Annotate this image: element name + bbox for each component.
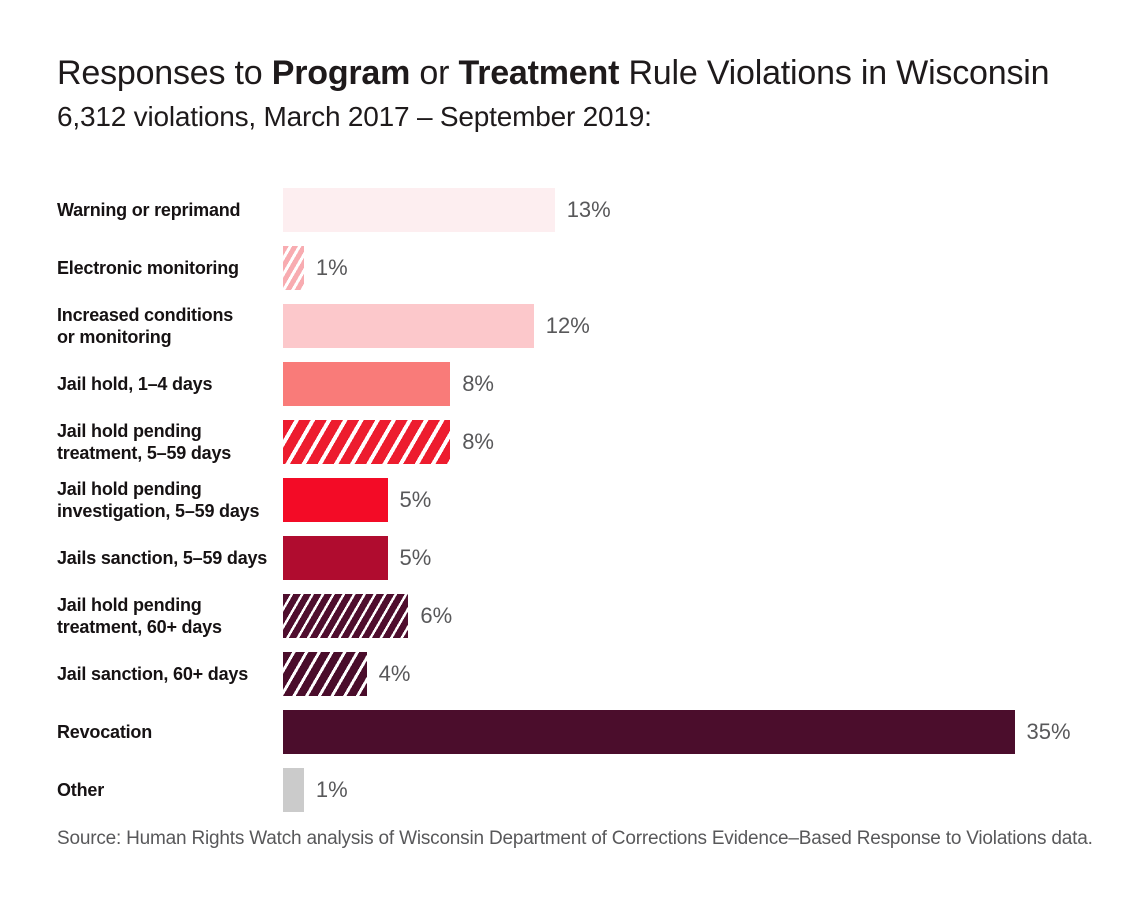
value-label: 8% bbox=[462, 429, 494, 454]
chart-row: Jail hold pending treatment, 60+ days 6% bbox=[57, 594, 1126, 638]
category-label: Jail sanction, 60+ days bbox=[57, 664, 249, 684]
bar bbox=[283, 246, 304, 290]
category-label: Warning or reprimand bbox=[57, 200, 241, 220]
bar bbox=[283, 420, 451, 464]
bar-area: 35% bbox=[283, 710, 1071, 754]
bar bbox=[283, 652, 367, 696]
bar bbox=[283, 710, 1015, 754]
category-label: Jail hold pending investigation, 5–59 da… bbox=[57, 479, 260, 521]
title-bold-program: Program bbox=[271, 54, 411, 92]
category-label: Jails sanction, 5–59 days bbox=[57, 548, 268, 568]
chart-row: Other 1% bbox=[57, 768, 1126, 812]
bar bbox=[283, 188, 555, 232]
title-bold-treatment: Treatment bbox=[458, 54, 620, 92]
chart-row: Jail hold pending treatment, 5–59 days 8% bbox=[57, 420, 1126, 464]
title-text: or bbox=[410, 54, 459, 92]
bar-area: 4% bbox=[283, 652, 410, 696]
value-label: 4% bbox=[378, 661, 411, 686]
bar-area: 1% bbox=[283, 246, 348, 290]
bar-area: 1% bbox=[283, 768, 348, 812]
category-label: Jail hold, 1–4 days bbox=[57, 374, 213, 394]
value-label: 8% bbox=[462, 371, 494, 396]
category-label: Jail hold pending treatment, 60+ days bbox=[57, 595, 222, 637]
bar-chart: Warning or reprimand 13% Electronic monito… bbox=[57, 188, 1126, 812]
value-label: 1% bbox=[315, 777, 348, 802]
chart-row: Jail sanction, 60+ days 4% bbox=[57, 652, 1126, 696]
bar bbox=[283, 594, 409, 638]
category-label: Jail hold pending treatment, 5–59 days bbox=[57, 421, 232, 463]
bar bbox=[283, 304, 534, 348]
page-title: Responses to Program or Treatment Rule V… bbox=[57, 52, 1126, 94]
chart-row: Jails sanction, 5–59 days 5% bbox=[57, 536, 1126, 580]
chart-row: Increased conditions or monitoring 12% bbox=[57, 304, 1126, 348]
category-label: Increased conditions or monitoring bbox=[57, 305, 234, 347]
title-text: Responses to bbox=[57, 54, 272, 92]
title-text: Rule Violations in Wisconsin bbox=[619, 54, 1050, 92]
value-label: 12% bbox=[545, 313, 590, 338]
category-label: Other bbox=[57, 780, 105, 800]
category-label: Revocation bbox=[57, 722, 153, 742]
bar bbox=[283, 478, 388, 522]
bar-area: 8% bbox=[283, 362, 494, 406]
value-label: 5% bbox=[399, 545, 432, 570]
category-label: Electronic monitoring bbox=[57, 258, 239, 278]
bar bbox=[283, 362, 451, 406]
bar-area: 5% bbox=[283, 536, 431, 580]
value-label: 5% bbox=[399, 487, 432, 512]
chart-row: Revocation 35% bbox=[57, 710, 1126, 754]
value-label: 1% bbox=[315, 255, 348, 280]
value-label: 13% bbox=[566, 197, 611, 222]
chart-row: Jail hold, 1–4 days 8% bbox=[57, 362, 1126, 406]
chart-row: Warning or reprimand 13% bbox=[57, 188, 1126, 232]
source-note: Source: Human Rights Watch analysis of W… bbox=[57, 828, 1093, 849]
bar-area: 8% bbox=[283, 420, 494, 464]
chart-row: Jail hold pending investigation, 5–59 da… bbox=[57, 478, 1126, 522]
chart-row: Electronic monitoring 1% bbox=[57, 246, 1126, 290]
bar-area: 12% bbox=[283, 304, 590, 348]
bar-area: 13% bbox=[283, 188, 611, 232]
value-label: 6% bbox=[420, 603, 453, 628]
value-label: 35% bbox=[1026, 719, 1071, 744]
bar-area: 5% bbox=[283, 478, 431, 522]
bar bbox=[283, 768, 304, 812]
bar bbox=[283, 536, 388, 580]
bar-area: 6% bbox=[283, 594, 452, 638]
chart-subtitle: 6,312 violations, March 2017 – September… bbox=[57, 101, 652, 132]
